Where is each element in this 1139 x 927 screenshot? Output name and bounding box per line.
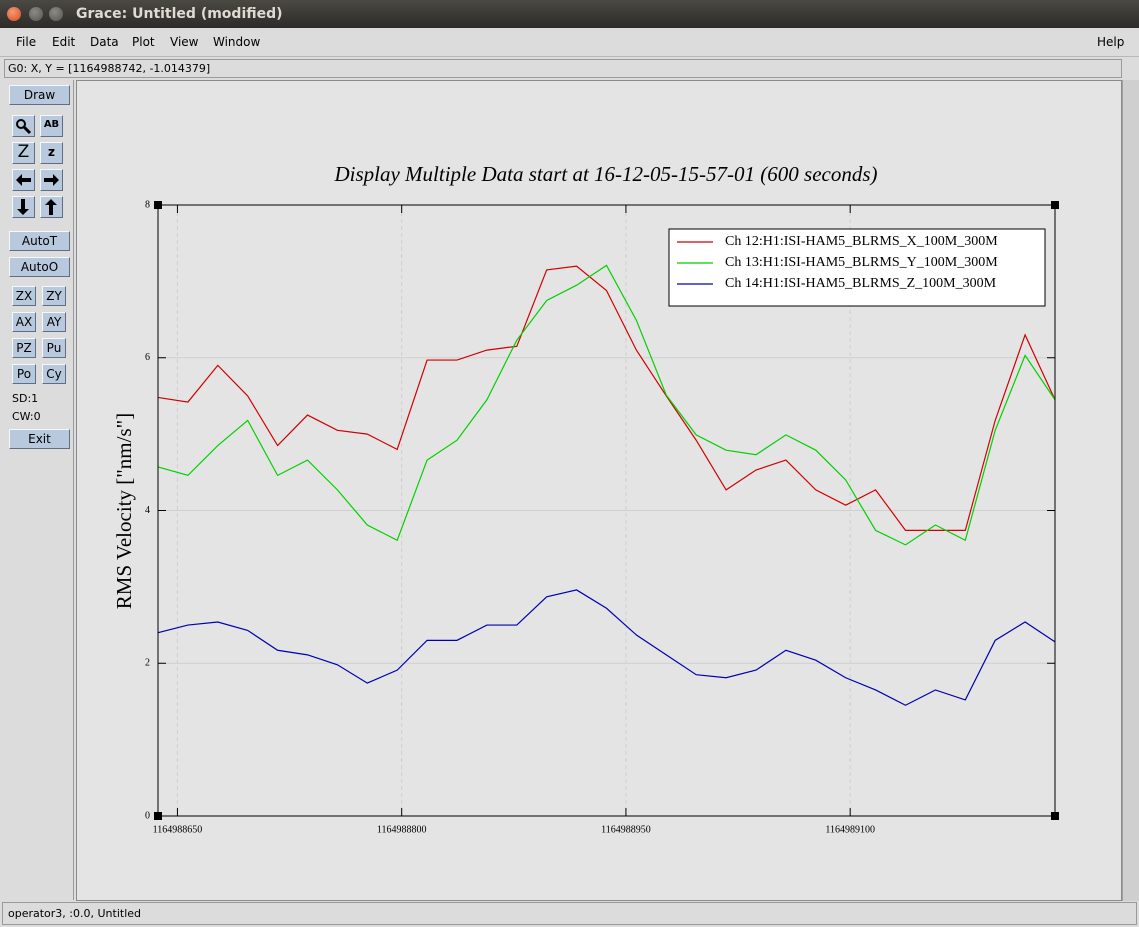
scroll-up-button[interactable] [40, 196, 63, 218]
legend-label: Ch 13:H1:ISI-HAM5_BLRMS_Y_100M_300M [725, 255, 998, 270]
chart-title: Display Multiple Data start at 16-12-05-… [333, 162, 877, 186]
zoom-tool-button[interactable] [12, 115, 35, 137]
axis-button[interactable]: ZY [42, 286, 66, 306]
menu-item[interactable]: Edit [52, 35, 76, 49]
x-tick-label: 1164988800 [377, 824, 427, 835]
legend-label: Ch 12:H1:ISI-HAM5_BLRMS_X_100M_300M [725, 234, 998, 249]
shrink-button[interactable]: z [40, 142, 63, 164]
info-label: CW:0 [12, 410, 41, 423]
arrow-icon [44, 174, 59, 186]
title-bar: Grace: Untitled (modified) [0, 0, 1139, 28]
text-tool-button[interactable]: AB [40, 115, 63, 137]
arrow-icon [17, 199, 29, 215]
autoscale-button[interactable]: AutoO [9, 257, 70, 277]
menu-bar: Help File Edit Data Plot View Window [0, 28, 1139, 57]
selection-handle [154, 201, 162, 209]
y-tick-label: 6 [145, 352, 150, 363]
data-line [157, 589, 1056, 706]
x-tick-label: 1164988950 [601, 824, 651, 835]
y-tick-label: 8 [145, 199, 150, 210]
axis-button[interactable]: ZX [12, 286, 36, 306]
x-tick-label: 1164988650 [153, 824, 203, 835]
draw-button[interactable]: Draw [9, 85, 70, 105]
data-line [157, 264, 1056, 546]
selection-handle [1051, 812, 1059, 820]
zoom-button[interactable]: Z [12, 142, 35, 164]
legend-label: Ch 14:H1:ISI-HAM5_BLRMS_Z_100M_300M [725, 276, 997, 291]
selection-handle [154, 812, 162, 820]
axis-button[interactable]: AY [42, 312, 66, 332]
minimize-button[interactable] [29, 7, 43, 21]
menu-item[interactable]: File [16, 35, 37, 49]
plot-frame [157, 204, 1056, 817]
menu-item[interactable]: Plot [132, 35, 155, 49]
magnifier-icon [16, 119, 32, 135]
maximize-button[interactable] [49, 7, 63, 21]
axis-button[interactable]: Pu [42, 338, 66, 358]
scroll-left-button[interactable] [12, 169, 35, 191]
canvas [76, 80, 1122, 901]
window-title: Grace: Untitled (modified) [76, 6, 283, 22]
menu-item[interactable]: Data [90, 35, 119, 49]
menu-item[interactable]: Window [213, 35, 261, 49]
menu-item[interactable]: Help [1097, 35, 1125, 49]
info-label: SD:1 [12, 392, 39, 405]
y-tick-label: 2 [145, 658, 150, 669]
arrow-icon [45, 199, 57, 215]
y-tick-label: 0 [145, 810, 150, 821]
selection-handle [1051, 201, 1059, 209]
axis-button[interactable]: AX [12, 312, 36, 332]
menu-item[interactable]: View [170, 35, 199, 49]
axis-button[interactable]: Po [12, 364, 36, 384]
scrollbar[interactable] [1122, 80, 1139, 901]
y-axis-label: RMS Velocity ["nm/s"] [112, 413, 136, 609]
autoscale-button[interactable]: AutoT [9, 231, 70, 251]
arrow-icon [16, 174, 31, 186]
legend-box [668, 228, 1046, 307]
scroll-down-button[interactable] [12, 196, 35, 218]
tool-panel: Draw AB Z z AutoT AutoO ZX ZY AX AY PZ Pu Po Cy… [0, 80, 74, 900]
scroll-right-button[interactable] [40, 169, 63, 191]
axis-button[interactable]: PZ [12, 338, 36, 358]
locator-bar: G0: X, Y = [1164988742, -1.014379] [4, 59, 1122, 78]
data-line [157, 265, 1056, 531]
axis-button[interactable]: Cy [42, 364, 66, 384]
y-tick-label: 4 [145, 505, 150, 516]
exit-button[interactable]: Exit [9, 429, 70, 449]
status-bar: operator3, :0.0, Untitled [2, 902, 1137, 925]
close-button[interactable] [7, 7, 21, 21]
x-tick-label: 1164989100 [825, 824, 875, 835]
